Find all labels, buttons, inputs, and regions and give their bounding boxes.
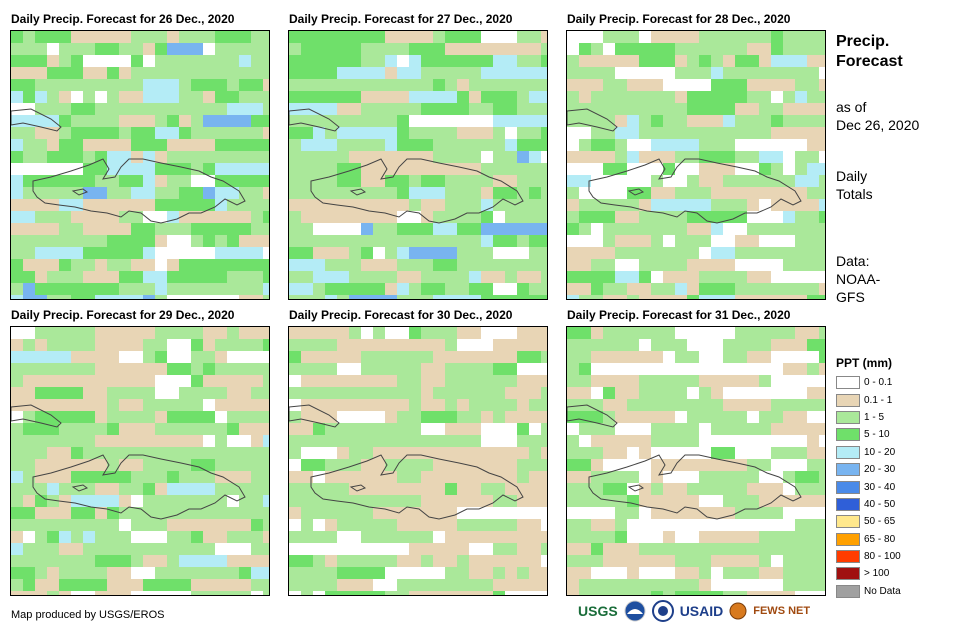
legend-item: 65 - 80	[836, 531, 901, 548]
panel-title-6: Daily Precip. Forecast for 31 Dec., 2020	[567, 308, 791, 322]
precip-grid	[567, 327, 825, 595]
hispaniola-outline	[310, 158, 524, 224]
legend-swatch	[836, 463, 860, 477]
legend-label: 10 - 20	[864, 446, 896, 458]
legend-label: 50 - 65	[864, 516, 896, 528]
map-panel-3	[566, 30, 826, 300]
legend-swatch	[836, 515, 860, 529]
daily-totals-label: Daily Totals	[836, 168, 873, 202]
usgs-logo: USGS	[578, 603, 618, 619]
data-source: Data: NOAA- GFS	[836, 253, 881, 305]
hispaniola-outline	[588, 158, 802, 224]
coastline-outline	[11, 404, 62, 428]
coastline-outline	[71, 484, 89, 492]
coastline-outline	[567, 404, 618, 428]
legend-item: > 100	[836, 565, 901, 582]
legend-swatch	[836, 445, 860, 459]
legend-swatch	[836, 393, 860, 407]
legend-label: 30 - 40	[864, 481, 896, 493]
precip-grid	[289, 327, 547, 595]
side-title: Precip. Forecast	[836, 33, 903, 70]
legend-label: 65 - 80	[864, 533, 896, 545]
legend-swatch	[836, 428, 860, 442]
legend-swatch	[836, 550, 860, 564]
hispaniola-outline	[32, 158, 246, 224]
legend-item: 20 - 30	[836, 461, 901, 478]
legend-label: 5 - 10	[864, 429, 890, 441]
legend-item: 80 - 100	[836, 548, 901, 565]
legend-item: 5 - 10	[836, 426, 901, 443]
legend-swatch	[836, 410, 860, 424]
coastline-outline	[289, 404, 340, 428]
legend-swatch	[836, 532, 860, 546]
legend-label: 20 - 30	[864, 464, 896, 476]
panel-title-2: Daily Precip. Forecast for 27 Dec., 2020	[289, 12, 513, 26]
precip-grid	[11, 327, 269, 595]
coastline-outline	[289, 108, 340, 132]
legend-item: 0.1 - 1	[836, 391, 901, 408]
precip-grid	[11, 31, 269, 299]
legend-label: No Data	[864, 585, 901, 597]
precip-grid	[567, 31, 825, 299]
precip-grid	[289, 31, 547, 299]
legend-label: 0.1 - 1	[864, 394, 893, 406]
map-panel-4	[10, 326, 270, 596]
map-panel-2	[288, 30, 548, 300]
map-panel-1	[10, 30, 270, 300]
legend-swatch	[836, 376, 860, 390]
legend-swatch	[836, 480, 860, 494]
legend: PPT (mm) 0 - 0.1 0.1 - 1 1 - 5 5 - 10 10 - 2…	[836, 356, 901, 600]
usaid-seal-icon	[651, 600, 674, 622]
coastline-outline	[627, 188, 645, 196]
hispaniola-outline	[32, 454, 246, 520]
coastline-outline	[11, 108, 62, 132]
legend-swatch	[836, 584, 860, 598]
legend-label: 80 - 100	[864, 551, 901, 563]
legend-item: 1 - 5	[836, 409, 901, 426]
usaid-logo: USAID	[679, 603, 724, 619]
legend-item: 50 - 65	[836, 513, 901, 530]
legend-swatch	[836, 497, 860, 511]
fews-globe-icon	[729, 602, 747, 620]
as-of-date: as of Dec 26, 2020	[836, 99, 920, 133]
panel-title-3: Daily Precip. Forecast for 28 Dec., 2020	[567, 12, 791, 26]
panel-title-5: Daily Precip. Forecast for 30 Dec., 2020	[289, 308, 513, 322]
agency-logos: USGS USAID FEWS NET	[578, 600, 810, 622]
coastline-outline	[567, 108, 618, 132]
legend-label: 0 - 0.1	[864, 377, 893, 389]
legend-title: PPT (mm)	[836, 356, 893, 370]
map-panel-5	[288, 326, 548, 596]
legend-label: 1 - 5	[864, 411, 885, 423]
coastline-outline	[349, 484, 367, 492]
coastline-outline	[349, 188, 367, 196]
legend-swatch	[836, 567, 860, 581]
map-panel-6	[566, 326, 826, 596]
legend-item: 30 - 40	[836, 478, 901, 495]
legend-label: > 100	[864, 568, 890, 580]
hispaniola-outline	[310, 454, 524, 520]
coastline-outline	[71, 188, 89, 196]
legend-item: 0 - 0.1	[836, 374, 901, 391]
hispaniola-outline	[588, 454, 802, 520]
legend-item: 40 - 50	[836, 496, 901, 513]
coastline-outline	[627, 484, 645, 492]
panel-title-4: Daily Precip. Forecast for 29 Dec., 2020	[11, 308, 235, 322]
panel-title-1: Daily Precip. Forecast for 26 Dec., 2020	[11, 12, 235, 26]
legend-item: No Data	[836, 583, 901, 600]
fews-net-logo: FEWS NET	[753, 605, 811, 617]
legend-item: 10 - 20	[836, 444, 901, 461]
legend-label: 40 - 50	[864, 498, 896, 510]
noaa-logo-icon	[624, 600, 646, 622]
map-credit: Map produced by USGS/EROS	[11, 609, 165, 621]
